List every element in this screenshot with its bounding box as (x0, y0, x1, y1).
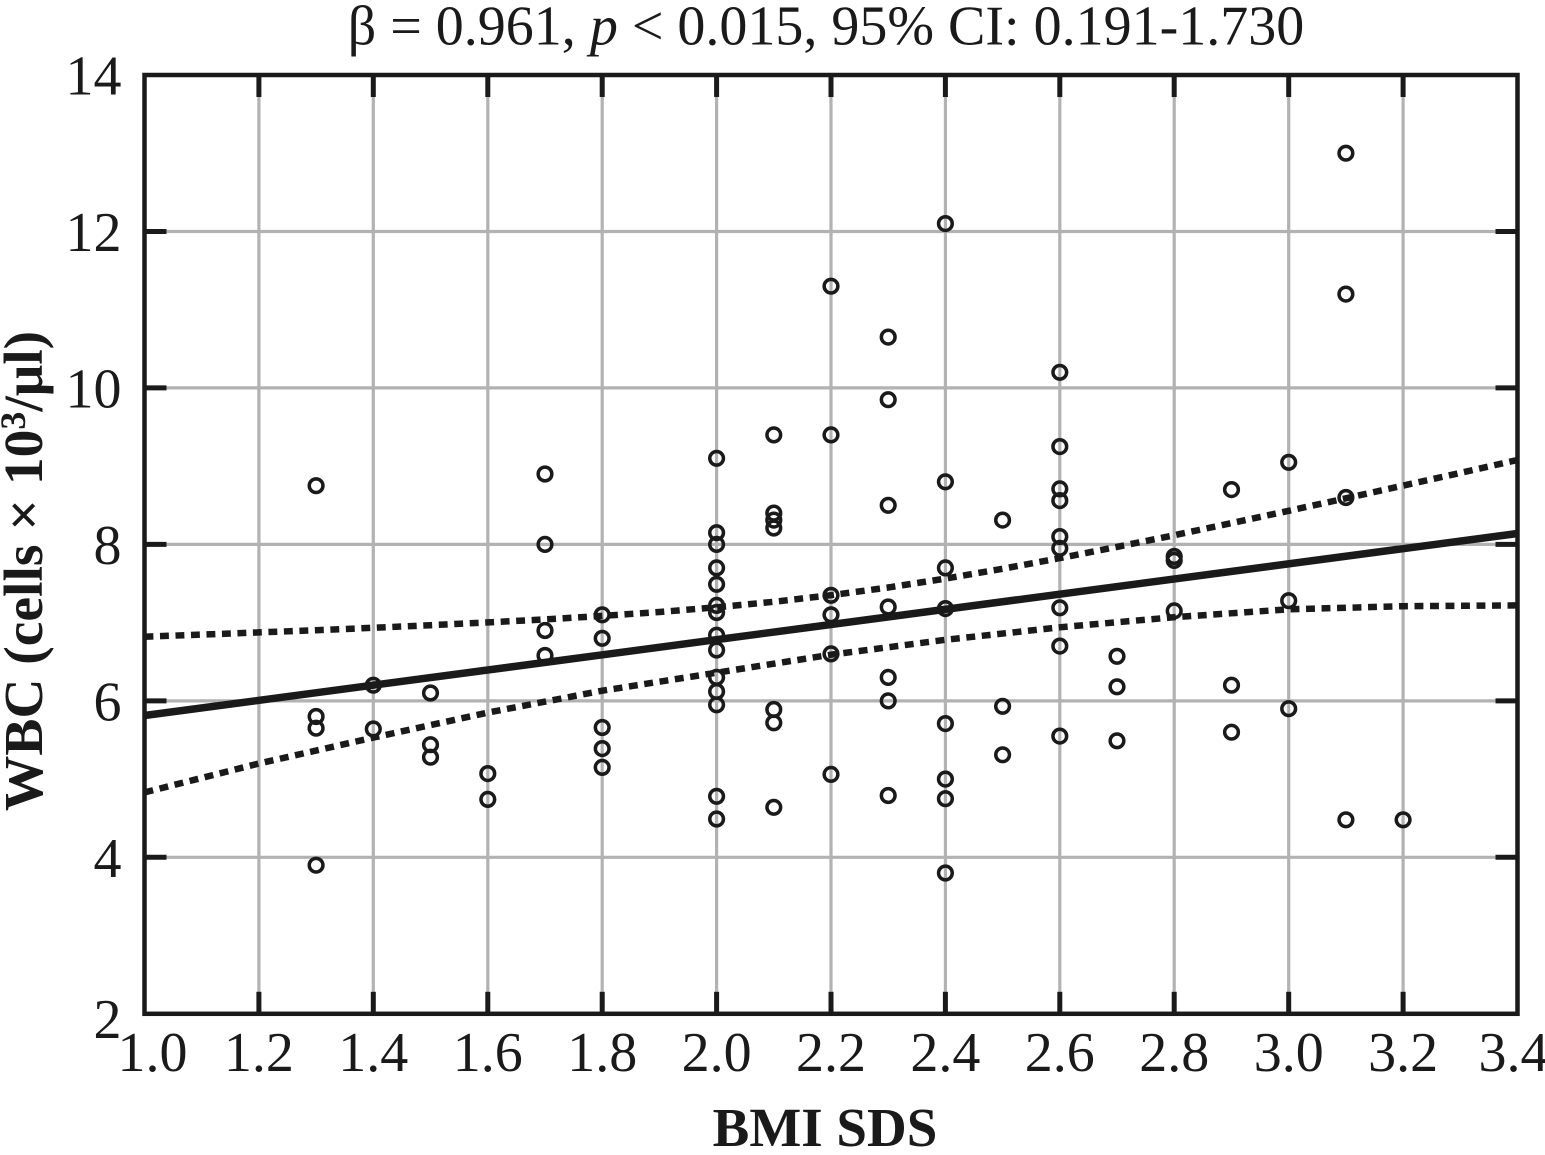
svg-text:3.4: 3.4 (1479, 1022, 1545, 1084)
svg-text:8: 8 (94, 515, 122, 577)
svg-text:3.0: 3.0 (1254, 1022, 1324, 1084)
svg-text:WBC (cells × 103/μl): WBC (cells × 103/μl) (0, 331, 55, 811)
svg-text:10: 10 (66, 358, 122, 420)
svg-text:2.6: 2.6 (1025, 1022, 1095, 1084)
svg-text:2.4: 2.4 (910, 1022, 980, 1084)
svg-text:6: 6 (94, 671, 122, 733)
svg-text:1.4: 1.4 (338, 1022, 408, 1084)
svg-text:14: 14 (66, 46, 122, 108)
svg-text:BMI SDS: BMI SDS (713, 1097, 938, 1150)
svg-text:β = 0.961, p < 0.015, 95% CI:: β = 0.961, p < 0.015, 95% CI: 0.191-1.73… (348, 0, 1305, 58)
svg-text:4: 4 (94, 828, 122, 890)
svg-text:3.2: 3.2 (1368, 1022, 1438, 1084)
svg-text:2.0: 2.0 (682, 1022, 752, 1084)
svg-text:1.6: 1.6 (453, 1022, 523, 1084)
svg-text:2.8: 2.8 (1139, 1022, 1209, 1084)
svg-text:12: 12 (66, 202, 122, 264)
svg-text:2.2: 2.2 (796, 1022, 866, 1084)
svg-text:1.0: 1.0 (118, 1022, 188, 1084)
svg-text:1.8: 1.8 (567, 1022, 637, 1084)
svg-text:1.2: 1.2 (224, 1022, 294, 1084)
